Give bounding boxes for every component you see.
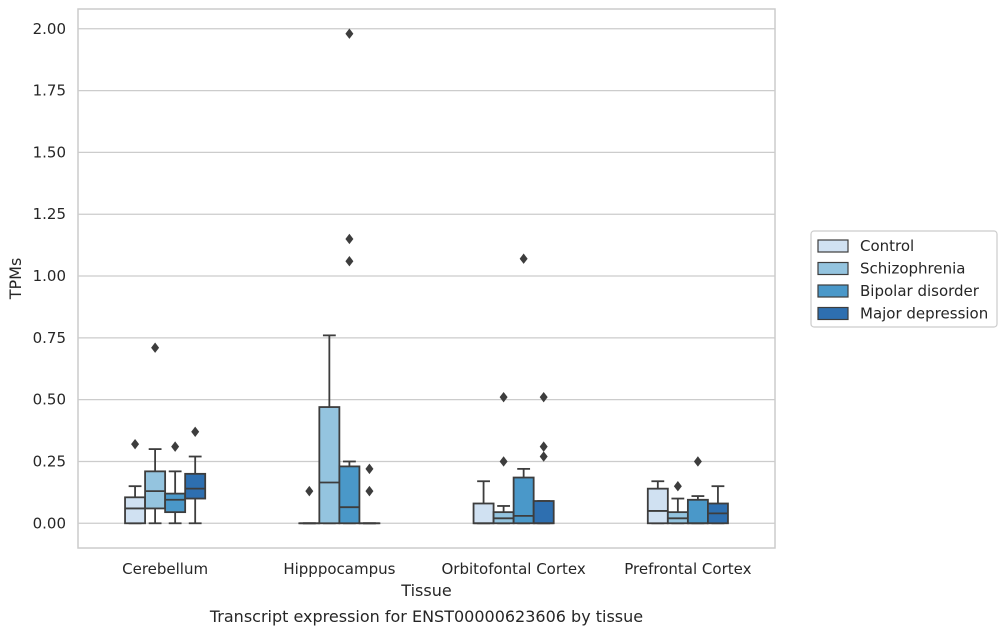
plot-frame [77, 8, 776, 549]
box-iqr [124, 496, 146, 525]
legend-swatch [817, 306, 849, 321]
outlier-point [673, 480, 682, 492]
legend-label: Major depression [860, 305, 988, 323]
y-tick-label: 0.75 [33, 329, 66, 347]
y-axis-ticks: 0.00 0.25 0.50 0.75 1.00 1.25 1.50 1.75 2.00 [33, 20, 66, 532]
box-iqr [532, 500, 555, 525]
outlier-point [539, 441, 548, 452]
outlier-point [171, 441, 180, 452]
grid-lines [78, 28, 775, 524]
outlier-point [345, 28, 354, 39]
box-major-depression [184, 426, 207, 525]
box-iqr [144, 470, 167, 510]
box-major-depression [358, 463, 381, 525]
x-tick-label: Orbitofontal Cortex [442, 560, 586, 578]
box-bipolar-disorder [686, 456, 709, 525]
box-series [124, 28, 729, 525]
legend: Control Schizophrenia Bipolar disorder Majo… [810, 230, 998, 328]
outlier-point [305, 485, 314, 497]
y-tick-label: 1.50 [33, 143, 66, 161]
box-control [646, 480, 669, 525]
y-axis-label: TPMs [6, 258, 25, 301]
y-tick-label: 1.00 [33, 267, 66, 285]
box-iqr [472, 502, 495, 525]
box-iqr [646, 487, 669, 525]
x-axis-label: Tissue [400, 581, 451, 600]
y-tick-label: 1.75 [33, 82, 66, 100]
outlier-point [365, 463, 374, 475]
box-schizophrenia [492, 391, 515, 525]
outlier-point [345, 233, 354, 245]
outlier-point [499, 456, 508, 467]
box-control [124, 438, 146, 525]
outlier-point [693, 456, 702, 467]
outlier-point [499, 391, 508, 403]
y-tick-label: 0.00 [33, 514, 66, 532]
y-tick-label: 0.50 [33, 391, 66, 409]
box-iqr [338, 465, 361, 525]
legend-swatch [817, 284, 849, 298]
legend-swatch [817, 239, 849, 253]
y-tick-label: 2.00 [33, 20, 66, 38]
box-major-depression [707, 485, 729, 525]
box-iqr [184, 472, 207, 500]
box-bipolar-disorder [512, 253, 535, 525]
outlier-point [365, 485, 374, 497]
box-bipolar-disorder [164, 441, 187, 525]
outlier-point [519, 253, 528, 264]
x-tick-label: Hipppocampus [283, 560, 395, 578]
box-schizophrenia [666, 480, 689, 525]
y-tick-label: 0.25 [33, 452, 66, 470]
legend-swatch [817, 261, 849, 276]
box-major-depression [532, 391, 555, 525]
outlier-point [131, 438, 140, 450]
box-iqr [318, 406, 341, 525]
outlier-point [539, 451, 548, 462]
box-bipolar-disorder [338, 28, 361, 525]
box-iqr [686, 498, 709, 525]
outlier-point [191, 426, 200, 437]
legend-label: Schizophrenia [860, 260, 965, 278]
chart-caption: Transcript expression for ENST0000062360… [209, 607, 643, 626]
legend-label: Control [860, 237, 914, 255]
box-control [472, 480, 495, 525]
x-tick-label: Prefrontal Cortex [624, 560, 751, 578]
legend-label: Bipolar disorder [860, 282, 980, 300]
box-schizophrenia [144, 342, 167, 525]
x-axis-ticks: Cerebellum Hipppocampus Orbitofontal Corte… [122, 560, 751, 578]
box-control [298, 485, 321, 525]
box-schizophrenia [318, 334, 341, 525]
x-tick-label: Cerebellum [122, 560, 208, 578]
outlier-point [345, 255, 354, 267]
outlier-point [151, 342, 160, 353]
legend-frame [810, 230, 998, 328]
y-tick-label: 1.25 [33, 205, 66, 223]
box-iqr [164, 492, 187, 514]
outlier-point [539, 391, 548, 403]
